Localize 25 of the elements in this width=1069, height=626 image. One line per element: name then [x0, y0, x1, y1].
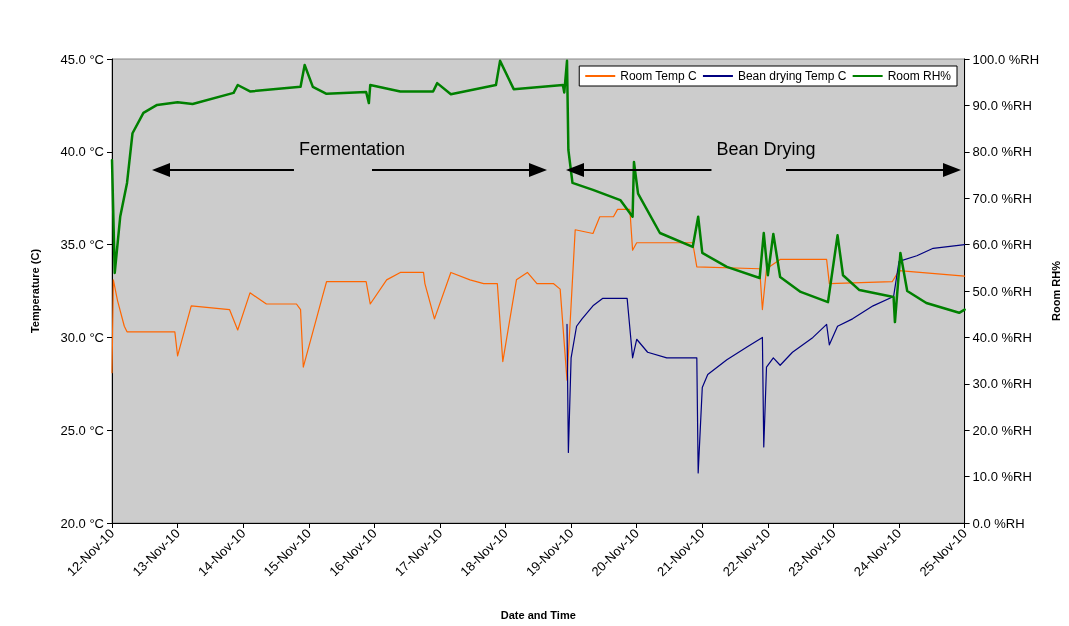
- y-tick-label: 40.0 °C: [60, 144, 104, 160]
- legend-label: Room Temp C: [620, 69, 698, 83]
- legend-label: Bean drying Temp C: [737, 69, 847, 83]
- y-tick-label: 20.0 °C: [60, 515, 104, 531]
- y-axis-title: Temperature (C): [28, 248, 41, 334]
- y2-tick-label: 50.0 %RH: [972, 283, 1032, 299]
- legend-label: Room RH%: [887, 69, 952, 83]
- annotation: Bean Drying: [716, 139, 816, 159]
- y-tick-label: 35.0 °C: [60, 237, 104, 253]
- y2-tick-label: 20.0 %RH: [972, 422, 1032, 438]
- y-tick-label: 25.0 °C: [60, 422, 104, 438]
- y2-tick-label: 60.0 %RH: [972, 237, 1032, 253]
- y2-tick-label: 90.0 %RH: [972, 97, 1032, 113]
- y2-tick-label: 30.0 %RH: [972, 376, 1032, 392]
- y-tick-label: 30.0 °C: [60, 329, 104, 345]
- y-tick-label: 45.0 °C: [60, 51, 104, 67]
- y2-tick-label: 10.0 %RH: [972, 469, 1032, 485]
- y2-tick-label: 80.0 %RH: [972, 144, 1032, 160]
- y2-tick-label: 40.0 %RH: [972, 329, 1032, 345]
- x-axis-title: Date and Time: [500, 608, 576, 621]
- y2-tick-label: 0.0 %RH: [972, 515, 1025, 531]
- y2-tick-label: 100.0 %RH: [972, 51, 1040, 67]
- y2-tick-label: 70.0 %RH: [972, 190, 1032, 206]
- annotation: Fermentation: [298, 139, 406, 159]
- y2-axis-title: Room RH%: [1049, 260, 1062, 321]
